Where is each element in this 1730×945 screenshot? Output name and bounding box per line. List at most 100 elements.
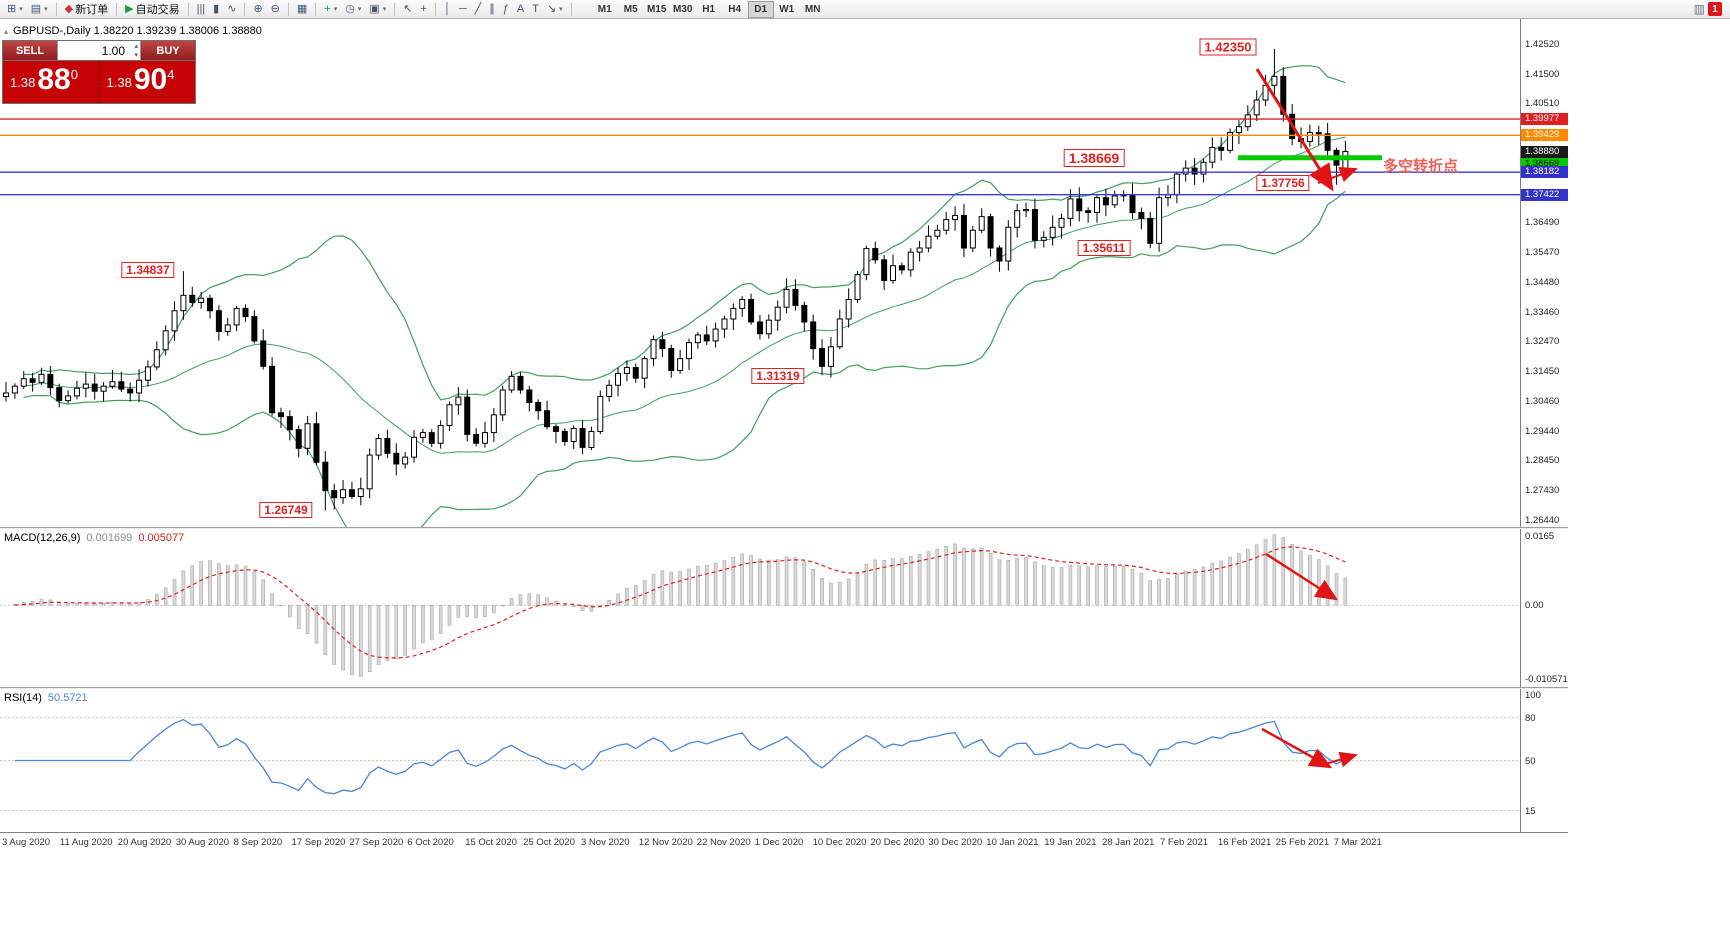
candle — [118, 381, 125, 390]
candle — [251, 316, 258, 342]
autotrading-button[interactable]: ▶ 自动交易 — [125, 2, 180, 16]
candle — [446, 404, 453, 427]
rsi-panel[interactable]: RSI(14) 50.5721 100 80 50 15 — [0, 689, 1568, 832]
volume-input[interactable] — [58, 41, 140, 60]
crosshair-icon[interactable]: + — [417, 1, 431, 18]
date-tick: 20 Dec 2020 — [870, 837, 925, 848]
candle — [1111, 195, 1118, 206]
line-chart-type-icon: ∿ — [227, 2, 237, 15]
text-icon[interactable]: A — [513, 1, 528, 18]
toolbar-separator — [244, 2, 246, 16]
candle — [606, 384, 613, 398]
candle — [641, 358, 648, 379]
tile-windows-icon[interactable]: ▦ — [293, 1, 311, 18]
candle — [650, 339, 657, 360]
candle — [136, 379, 143, 394]
toolbar-separator — [187, 2, 189, 16]
templates-icon[interactable]: ▣ ▾ — [365, 1, 390, 18]
cursor-icon[interactable]: ↖ — [399, 1, 416, 18]
sell-price-button[interactable]: 1.38 88 0 — [3, 61, 100, 103]
buy-button[interactable]: BUY — [141, 41, 195, 60]
notification-badge[interactable]: 1 — [1708, 2, 1722, 16]
price-tag: 1.38880 — [1521, 145, 1568, 158]
profiles-icon[interactable]: ▤ ▾ — [27, 1, 52, 18]
candle — [925, 235, 932, 249]
inbox-icon[interactable]: ▥ — [1693, 2, 1705, 16]
timeframe-h4[interactable]: H4 — [728, 3, 742, 15]
price-tick: 1.42520 — [1525, 38, 1560, 50]
vertical-line-icon[interactable]: │ — [440, 1, 455, 18]
candle — [1023, 209, 1030, 212]
buy-price-button[interactable]: 1.38 90 4 — [99, 61, 195, 103]
channel-icon[interactable]: ∥ — [485, 1, 499, 18]
sell-price-sup: 0 — [70, 67, 78, 82]
price-tick: 1.36490 — [1525, 217, 1560, 229]
chart-title: ▴ GBPUSD-,Daily 1.38220 1.39239 1.38006 … — [4, 25, 262, 37]
timeframe-m15[interactable]: M15 — [646, 3, 667, 15]
timeframe-d1[interactable]: D1 — [747, 0, 774, 18]
macd-axis[interactable]: 0.0165 0.00 -0.010571 — [1520, 529, 1568, 687]
timeframe-m30[interactable]: M30 — [672, 3, 693, 15]
fibonacci-icon[interactable]: ƒ — [499, 1, 513, 18]
periods-icon[interactable]: ◷ ▾ — [341, 1, 365, 18]
line-chart-type-icon[interactable]: ∿ — [223, 1, 240, 18]
candle — [943, 219, 950, 231]
bollinger-bands — [23, 65, 1346, 527]
date-tick: 28 Jan 2021 — [1102, 837, 1155, 848]
candle — [313, 423, 320, 463]
price-axis[interactable]: 1.42520 1.41500 1.40510 1.36490 1.35470 1.344… — [1520, 19, 1568, 527]
new-chart-icon: ⊞ — [7, 2, 17, 15]
rsi-canvas[interactable] — [0, 689, 1520, 832]
candle — [960, 214, 967, 249]
timeframe-mn[interactable]: MN — [804, 3, 821, 15]
candle — [890, 265, 896, 282]
volume-increase-icon[interactable]: ▴ — [134, 43, 138, 50]
bar-chart-type-icon[interactable]: ||| — [193, 1, 210, 18]
macd-canvas[interactable] — [0, 529, 1520, 687]
notifications-area[interactable]: ▥ 1 — [1694, 2, 1722, 16]
candle — [29, 378, 36, 383]
trendline-icon[interactable]: ╱ — [471, 1, 486, 18]
candlestick-type-icon[interactable]: ▮ — [209, 1, 223, 18]
candle — [11, 385, 18, 394]
date-tick: 10 Dec 2020 — [812, 837, 867, 848]
sell-button[interactable]: SELL — [3, 41, 57, 60]
timeframe-m5[interactable]: M5 — [623, 3, 638, 15]
candle — [854, 274, 861, 300]
horizontal-line-icon[interactable]: ─ — [455, 1, 471, 18]
buy-price-sup: 4 — [167, 67, 175, 82]
date-tick: 6 Oct 2020 — [407, 837, 454, 848]
rsi-axis[interactable]: 100 80 50 15 — [1520, 689, 1568, 832]
date-tick: 30 Dec 2020 — [928, 837, 983, 848]
candle — [366, 454, 373, 490]
new-chart-icon[interactable]: ⊞ ▾ — [3, 1, 27, 18]
arrows-tool-icon: ↘ — [546, 2, 557, 15]
candle — [499, 389, 506, 416]
zoom-out-icon[interactable]: ⊖ — [267, 1, 284, 18]
candle — [1005, 226, 1012, 262]
date-tick: 1 Dec 2020 — [754, 837, 804, 848]
macd-panel[interactable]: MACD(12,26,9) 0.001699 0.005077 0.0165 0.… — [0, 529, 1568, 687]
zoom-in-icon[interactable]: ⊕ — [249, 1, 266, 18]
timeframe-m1[interactable]: M1 — [597, 3, 612, 15]
volume-decrease-icon[interactable]: ▾ — [134, 52, 138, 59]
panel-separator[interactable] — [0, 527, 1568, 529]
indicators-icon[interactable]: + ▾ — [320, 1, 341, 18]
panel-separator[interactable] — [0, 687, 1568, 689]
timeframe-h1[interactable]: H1 — [702, 3, 716, 15]
candle — [1138, 211, 1145, 219]
label-icon[interactable]: T — [528, 1, 543, 18]
candle — [1218, 146, 1225, 151]
main-chart-panel[interactable]: 1.42350 1.38669 1.37756 1.35611 1.34837 1.313… — [0, 19, 1568, 527]
main-chart-canvas[interactable] — [0, 19, 1520, 527]
candle — [827, 346, 834, 367]
arrows-tool-icon[interactable]: ↘ ▾ — [543, 1, 567, 18]
panel-expander-icon[interactable]: ▴ — [4, 26, 9, 36]
timeframe-w1[interactable]: W1 — [779, 3, 795, 15]
fibonacci-icon: ƒ — [502, 2, 509, 15]
candle — [508, 375, 515, 391]
volume-field: ▴ ▾ — [57, 41, 141, 60]
new-order-button[interactable]: ◆ 新订单 — [64, 2, 109, 16]
candle — [242, 307, 249, 318]
time-axis[interactable]: 3 Aug 2020 11 Aug 2020 20 Aug 2020 30 Aug 2… — [0, 832, 1568, 850]
